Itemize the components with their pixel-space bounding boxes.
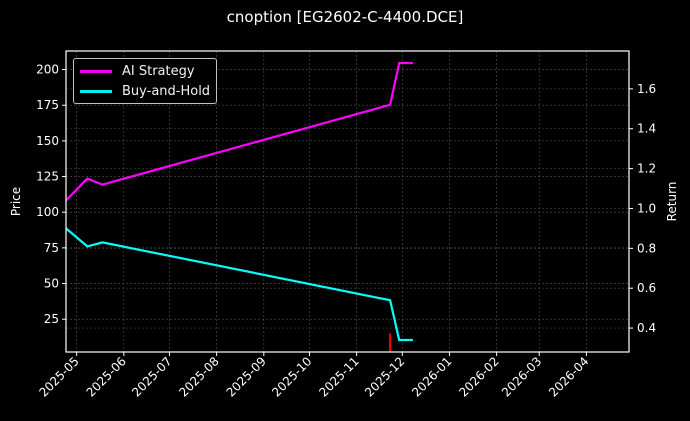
legend-label-ai-strategy: AI Strategy (122, 63, 195, 79)
x-tick-label: 2025-10 (269, 354, 314, 399)
legend-item-buy-and-hold: Buy-and-Hold (80, 81, 210, 101)
right-tick-label: 1.4 (637, 122, 656, 136)
x-tick-label: 2026-03 (499, 354, 544, 399)
legend-swatch-buy-and-hold (80, 89, 112, 93)
chart-title: cnoption [EG2602-C-4400.DCE] (226, 8, 464, 26)
x-tick-label: 2025-07 (129, 354, 174, 399)
right-tick-label: 0.6 (637, 281, 656, 295)
x-tick-label: 2025-05 (36, 354, 81, 399)
left-tick-label: 125 (36, 170, 59, 184)
right-tick-label: 1.2 (637, 162, 656, 176)
left-tick-label: 25 (44, 312, 59, 326)
series-line-buy-and-hold (65, 227, 413, 342)
right-axis-label: Return (665, 182, 679, 222)
left-tick-label: 150 (36, 134, 59, 148)
legend-swatch-ai-strategy (80, 69, 112, 73)
x-tick-label: 2025-06 (84, 354, 129, 399)
left-tick-label: 75 (44, 241, 59, 255)
right-tick-label: 1.0 (637, 201, 656, 215)
legend-label-buy-and-hold: Buy-and-Hold (122, 83, 211, 99)
x-tick-label: 2026-04 (546, 354, 591, 399)
legend-item-ai-strategy: AI Strategy (80, 61, 195, 81)
right-tick-label: 1.6 (637, 82, 656, 96)
x-tick-label: 2025-08 (176, 354, 221, 399)
x-tick-label: 2026-02 (456, 354, 501, 399)
x-tick-label: 2025-12 (362, 354, 407, 399)
plot-frame (65, 50, 630, 353)
left-tick-label: 200 (36, 63, 59, 77)
left-axis-label: Price (9, 187, 23, 216)
legend: AI Strategy Buy-and-Hold (73, 58, 217, 104)
right-tick-label: 0.4 (637, 321, 656, 335)
left-tick-label: 100 (36, 205, 59, 219)
left-tick-label: 50 (44, 277, 59, 291)
x-tick-label: 2026-01 (409, 354, 454, 399)
left-tick-label: 175 (36, 98, 59, 112)
x-tick-label: 2025-09 (224, 354, 269, 399)
right-tick-label: 0.8 (637, 241, 656, 255)
series-line-ai-strategy (65, 61, 413, 202)
x-tick-label: 2025-11 (316, 354, 361, 399)
